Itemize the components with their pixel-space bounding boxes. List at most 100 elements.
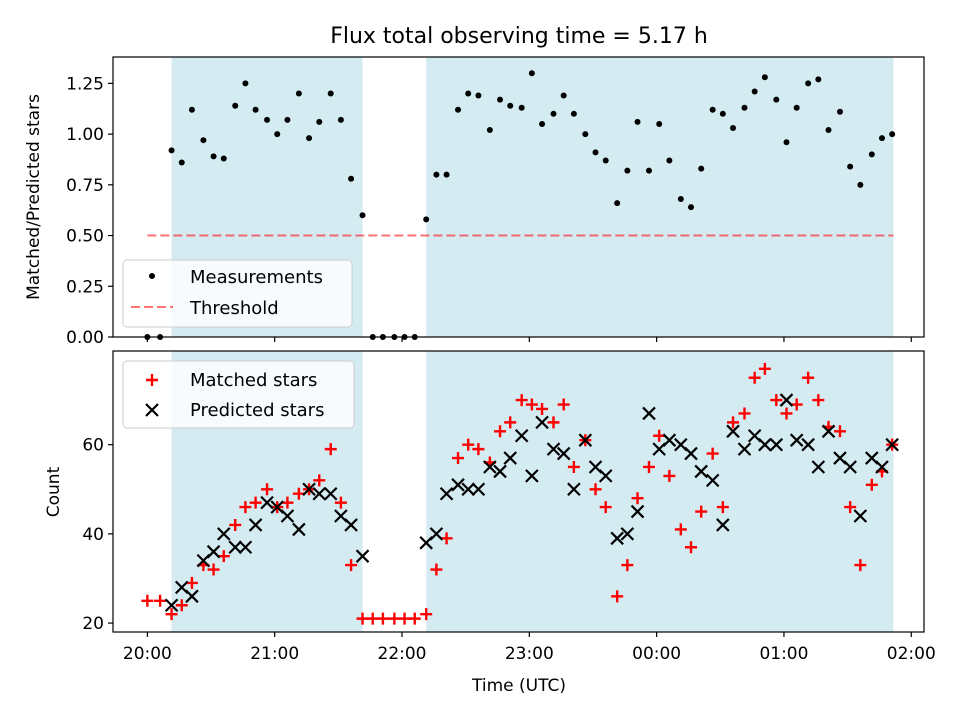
measurement-point: [709, 106, 716, 113]
x-tick-label: 22:00: [378, 644, 427, 664]
measurement-point: [677, 196, 684, 203]
measurement-point: [751, 88, 758, 95]
top-legend: Measurements Threshold: [122, 259, 353, 328]
matched-star-point: [165, 608, 178, 621]
predicted-star-point: [556, 446, 571, 461]
predicted-star-point: [312, 486, 327, 501]
measurement-point: [624, 167, 631, 174]
predicted-star-point: [642, 406, 656, 421]
legend-measurements-marker: [149, 273, 155, 279]
matched-star-point: [663, 469, 676, 482]
matched-star-point: [154, 594, 167, 607]
predicted-star-point: [429, 527, 444, 541]
matched-star-point: [557, 398, 570, 411]
predicted-star-point: [185, 589, 199, 604]
measurement-point: [507, 102, 514, 109]
x-tick-label: 23:00: [505, 644, 554, 664]
measurement-point: [475, 92, 482, 99]
predicted-star-point: [716, 518, 730, 532]
matched-star-point: [420, 608, 433, 621]
matched-star-point: [398, 612, 411, 625]
measurement-point: [666, 157, 673, 164]
measurement-point: [200, 137, 207, 144]
matched-star-point: [865, 478, 878, 491]
matched-star-point: [802, 371, 815, 384]
predicted-star-point: [514, 428, 529, 443]
measurement-point: [857, 181, 864, 188]
measurement-point: [316, 118, 323, 125]
measurement-point: [634, 118, 641, 125]
measurement-point: [741, 104, 748, 111]
measurement-point: [497, 96, 504, 103]
measurement-point: [730, 125, 737, 132]
matched-star-point: [738, 407, 751, 420]
predicted-star-point: [503, 451, 518, 465]
matched-star-point: [504, 416, 517, 429]
matched-star-point: [685, 541, 698, 554]
top-panel: 0.00 0.25 0.50 0.75 1.00 1.25 Matched/Predict…: [24, 56, 925, 348]
predicted-star-point: [535, 415, 549, 430]
top-y-tick-label: 0.50: [66, 227, 104, 247]
predicted-star-point: [811, 460, 826, 474]
measurement-point: [592, 149, 599, 156]
matched-star-point: [780, 407, 793, 420]
measurement-point: [602, 157, 609, 164]
predicted-star-point: [323, 486, 338, 501]
measurement-point: [847, 163, 854, 170]
matched-star-point: [758, 362, 771, 375]
top-y-tick-label: 0.75: [66, 176, 104, 196]
predicted-star-point: [684, 446, 698, 461]
matched-star-point: [631, 492, 644, 505]
measurement-point: [433, 171, 440, 178]
matched-star-point: [547, 416, 560, 429]
x-axis-label: Time (UTC): [471, 676, 566, 696]
predicted-star-point: [206, 544, 221, 559]
measurement-point: [264, 116, 271, 123]
measurement-point: [486, 127, 493, 134]
bottom-shaded-interval: [426, 351, 894, 632]
measurement-point: [582, 131, 589, 138]
x-tick-label: 20:00: [123, 644, 172, 664]
bottom-panel: 20 40 60 20:00 21:00 22:00 23:00 00:00 01:00 02:0…: [44, 350, 936, 696]
matched-star-point: [515, 394, 528, 407]
predicted-star-point: [843, 460, 857, 474]
matched-star-point: [366, 612, 379, 625]
x-tick-label: 21:00: [250, 644, 299, 664]
matched-star-point: [812, 394, 825, 407]
predicted-star-point: [853, 509, 868, 523]
predicted-star-point: [779, 393, 794, 407]
measurement-point: [188, 106, 195, 113]
matched-star-point: [642, 460, 655, 473]
predicted-star-point: [769, 437, 784, 452]
matched-star-point: [324, 443, 337, 456]
matched-star-point: [430, 563, 443, 576]
measurement-point: [528, 70, 535, 77]
top-shaded-interval: [426, 57, 894, 337]
predicted-star-point: [451, 478, 465, 492]
predicted-star-point: [694, 464, 708, 479]
matched-star-point: [249, 496, 262, 509]
measurement-point: [539, 120, 546, 127]
top-y-tick-label: 0.00: [66, 328, 104, 348]
matched-star-point: [525, 398, 538, 411]
matched-star-point: [833, 425, 846, 438]
matched-star-point: [207, 563, 220, 576]
matched-star-point: [727, 416, 740, 429]
top-plot-frame: [112, 56, 925, 338]
measurement-point: [252, 106, 259, 113]
measurement-point: [348, 175, 355, 182]
measurement-point: [688, 204, 695, 211]
measurement-point: [423, 216, 430, 223]
matched-star-point: [567, 460, 580, 473]
matched-star-point: [388, 612, 401, 625]
matched-star-point: [748, 371, 761, 384]
measurement-point: [550, 110, 557, 117]
bottom-y-tick-label: 40: [82, 525, 104, 545]
measurement-point: [570, 110, 577, 117]
measurement-point: [773, 96, 780, 103]
matched-star-point: [611, 590, 624, 603]
predicted-star-point: [302, 482, 316, 497]
matched-star-point: [334, 496, 347, 509]
legend-measurements-label: Measurements: [190, 267, 323, 288]
